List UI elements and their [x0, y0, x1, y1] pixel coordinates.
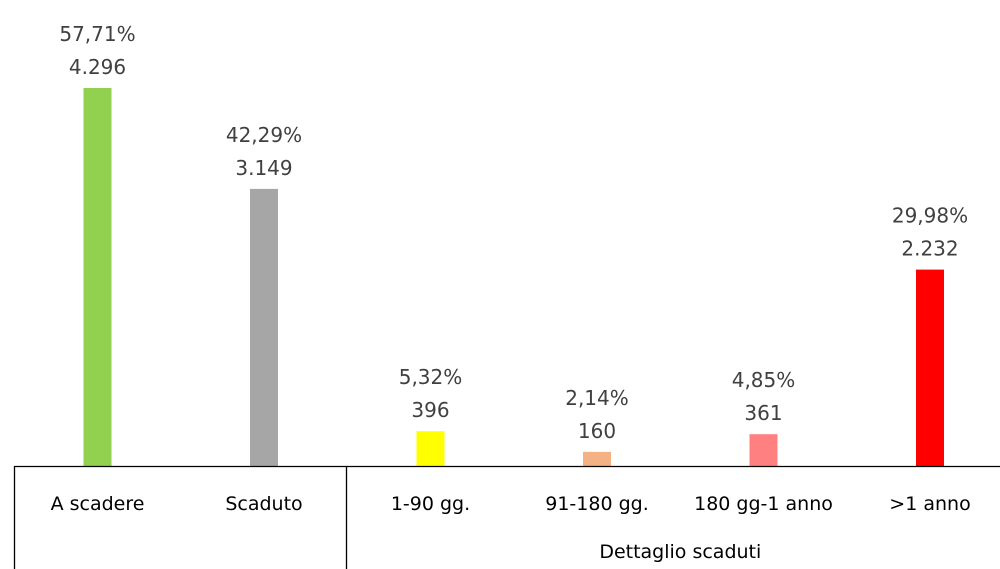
category-label-1: Scaduto: [225, 493, 302, 515]
category-axis: [13, 465, 1000, 569]
data-label-value-1: 3.149: [235, 156, 292, 180]
category-label-0: A scadere: [51, 493, 145, 515]
data-label-percent-0: 57,71%: [59, 22, 135, 46]
group-label-1: Dettaglio scaduti: [599, 541, 761, 563]
category-label-4: 180 gg-1 anno: [694, 493, 833, 515]
bar-4: [749, 434, 778, 466]
data-label-value-2: 396: [411, 398, 449, 422]
category-label-3: 91-180 gg.: [545, 493, 649, 515]
category-label-2: 1-90 gg.: [391, 493, 470, 515]
data-labels-layer: 57,71% 4.296 42,29% 3.149 5,32% 396 2,14% 160 4,…: [59, 22, 968, 443]
data-label-percent-5: 29,98%: [892, 204, 968, 228]
data-label-percent-1: 42,29%: [226, 123, 302, 147]
category-label-5: >1 anno: [889, 493, 970, 515]
data-label-percent-4: 4,85%: [732, 368, 796, 392]
data-label-value-5: 2.232: [901, 237, 958, 261]
bars-layer: [83, 88, 944, 466]
bar-3: [583, 451, 611, 466]
bar-2: [416, 431, 445, 466]
bar-1: [250, 188, 278, 466]
bar-0: [83, 88, 112, 466]
data-label-value-0: 4.296: [69, 55, 126, 79]
bar-5: [916, 269, 944, 466]
data-label-value-3: 160: [578, 419, 616, 443]
data-label-value-4: 361: [744, 401, 782, 425]
data-label-percent-2: 5,32%: [399, 365, 463, 389]
group-labels-layer: Dettaglio scaduti: [599, 541, 761, 563]
category-labels-layer: A scadere Scaduto 1-90 gg. 91-180 gg. 180 gg…: [51, 493, 971, 515]
data-label-percent-3: 2,14%: [565, 386, 629, 410]
